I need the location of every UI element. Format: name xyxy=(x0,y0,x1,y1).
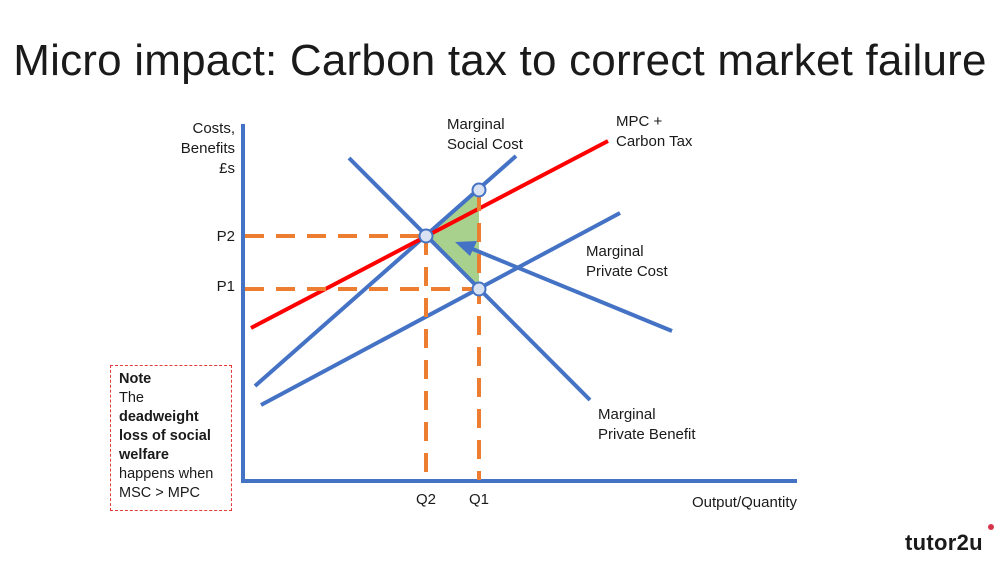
y-axis-label-line-1: Costs, xyxy=(192,120,235,137)
mpb-label-line-2: Private Benefit xyxy=(598,426,696,443)
msc-label-line-2: Social Cost xyxy=(447,136,524,153)
y-axis-label-line-2: Benefits xyxy=(181,140,235,157)
mpc-tax-label-line-2: Carbon Tax xyxy=(616,133,693,150)
marginal-social-cost-curve xyxy=(253,154,518,388)
tick-p1: P1 xyxy=(217,278,235,295)
note-heading: Note xyxy=(119,371,152,387)
note-line-1: The xyxy=(119,390,144,406)
deadweight-loss-area xyxy=(426,190,479,289)
tick-q1: Q1 xyxy=(469,491,489,508)
tutor2u-logo: tutor2u xyxy=(905,524,994,556)
x-axis-label: Output/Quantity xyxy=(692,494,798,511)
note-rest-text: happens when MSC > MPC xyxy=(119,466,214,501)
marginal-private-cost-curve xyxy=(260,211,621,407)
y-axis-label-line-3: £s xyxy=(219,160,235,177)
marginal-private-benefit-curve xyxy=(347,156,592,402)
msc-at-q1-point xyxy=(471,182,487,198)
pointer-arrow-head xyxy=(455,241,477,256)
mpc-label-line-2: Private Cost xyxy=(586,263,669,280)
mpc-tax-label-line-1: MPC + xyxy=(616,113,663,130)
mpc-label-line-1: Marginal xyxy=(586,243,644,260)
note-box: Note The deadweight loss of social welfa… xyxy=(110,365,232,511)
brand-text: tutor2u xyxy=(905,530,983,555)
tick-p2: P2 xyxy=(217,228,235,245)
pointer-arrow-shaft xyxy=(469,246,673,333)
msc-label-line-1: Marginal xyxy=(447,116,505,133)
note-bold-text: deadweight loss of social welfare xyxy=(119,409,211,463)
logo-dot-icon xyxy=(988,524,994,530)
social-optimum-point xyxy=(418,228,434,244)
slide-title: Micro impact: Carbon tax to correct mark… xyxy=(13,36,987,85)
tick-q2: Q2 xyxy=(416,491,436,508)
market-equilibrium-point xyxy=(471,281,487,297)
mpb-label-line-1: Marginal xyxy=(598,406,656,423)
